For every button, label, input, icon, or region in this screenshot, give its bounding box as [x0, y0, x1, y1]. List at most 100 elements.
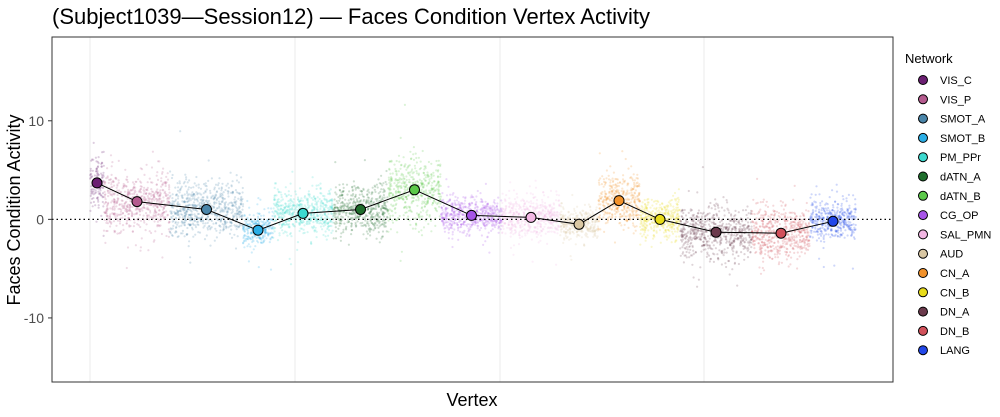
vertex-point	[286, 209, 289, 212]
vertex-point	[480, 226, 483, 230]
vertex-point	[321, 194, 325, 197]
vertex-point	[95, 168, 98, 171]
vertex-point	[338, 199, 341, 202]
vertex-point	[111, 207, 114, 210]
vertex-point	[293, 211, 296, 214]
vertex-point	[251, 220, 254, 223]
vertex-point	[306, 199, 309, 202]
vertex-point	[235, 191, 238, 194]
vertex-point	[515, 226, 518, 229]
vertex-point	[177, 209, 180, 213]
vertex-point	[89, 209, 92, 212]
vertex-point	[358, 193, 361, 196]
vertex-point	[544, 232, 547, 235]
vertex-point	[262, 240, 265, 243]
vertex-point	[193, 182, 196, 185]
vertex-point	[373, 218, 376, 221]
vertex-point	[323, 219, 327, 223]
vertex-point	[396, 179, 399, 182]
vertex-point	[219, 220, 222, 223]
vertex-point	[568, 214, 571, 217]
vertex-point	[139, 219, 143, 222]
vertex-point	[261, 225, 265, 228]
vertex-point	[237, 191, 240, 195]
vertex-point	[470, 201, 473, 204]
vertex-point	[376, 224, 379, 227]
vertex-point	[604, 193, 607, 196]
vertex-point	[168, 184, 171, 187]
vertex-point	[448, 223, 451, 226]
vertex-point	[215, 191, 218, 194]
vertex-point	[594, 234, 597, 237]
vertex-point	[233, 201, 236, 204]
vertex-point	[186, 233, 189, 236]
vertex-point	[315, 184, 318, 187]
vertex-point	[564, 227, 568, 231]
vertex-point	[104, 181, 107, 184]
vertex-point	[89, 169, 92, 172]
vertex-point	[347, 243, 350, 246]
vertex-point	[429, 189, 433, 192]
vertex-point	[490, 229, 493, 232]
vertex-point	[381, 198, 384, 201]
vertex-point	[156, 206, 159, 209]
vertex-point	[145, 188, 148, 191]
vertex-point	[126, 193, 129, 196]
vertex-point	[229, 208, 232, 211]
vertex-point	[215, 197, 218, 201]
vertex-point	[401, 197, 405, 200]
vertex-point	[441, 208, 444, 211]
vertex-point	[451, 233, 454, 236]
vertex-point	[374, 205, 377, 208]
vertex-point	[116, 197, 119, 200]
vertex-point	[156, 198, 159, 201]
vertex-point	[124, 209, 127, 212]
vertex-point	[555, 190, 558, 193]
vertex-point	[171, 234, 174, 237]
vertex-point	[145, 198, 148, 202]
vertex-point	[597, 181, 601, 184]
vertex-point	[501, 213, 504, 216]
vertex-point	[309, 218, 312, 222]
vertex-point	[175, 193, 179, 196]
vertex-point	[604, 222, 607, 225]
vertex-point	[283, 206, 286, 209]
vertex-point	[275, 194, 278, 197]
vertex-point	[176, 211, 179, 214]
vertex-point	[262, 240, 265, 243]
vertex-point	[633, 198, 637, 201]
vertex-point	[113, 201, 116, 204]
vertex-point	[265, 231, 268, 234]
vertex-point	[238, 210, 242, 213]
vertex-point	[262, 236, 265, 240]
vertex-point	[618, 181, 622, 184]
vertex-point	[235, 213, 238, 216]
vertex-point	[311, 227, 314, 230]
vertex-point	[189, 214, 192, 217]
vertex-point	[153, 193, 156, 196]
vertex-point	[205, 185, 208, 188]
vertex-point	[181, 208, 184, 211]
vertex-point	[172, 200, 176, 203]
vertex-point	[146, 195, 149, 198]
vertex-point	[608, 190, 611, 194]
vertex-point	[319, 192, 322, 195]
vertex-point	[243, 225, 246, 228]
vertex-point	[253, 235, 256, 238]
vertex-point	[372, 212, 375, 215]
vertex-point	[423, 197, 427, 201]
vertex-point	[158, 191, 161, 194]
vertex-point	[306, 231, 309, 234]
vertex-point	[117, 181, 120, 184]
vertex-point	[108, 214, 111, 217]
vertex-point	[222, 197, 225, 200]
vertex-point	[161, 208, 165, 211]
vertex-point	[417, 156, 420, 159]
vertex-point	[125, 178, 128, 181]
vertex-point	[551, 212, 554, 215]
vertex-point	[524, 229, 527, 232]
vertex-point	[576, 233, 579, 236]
vertex-point	[157, 194, 160, 197]
vertex-point	[325, 222, 328, 225]
vertex-point	[487, 231, 490, 234]
